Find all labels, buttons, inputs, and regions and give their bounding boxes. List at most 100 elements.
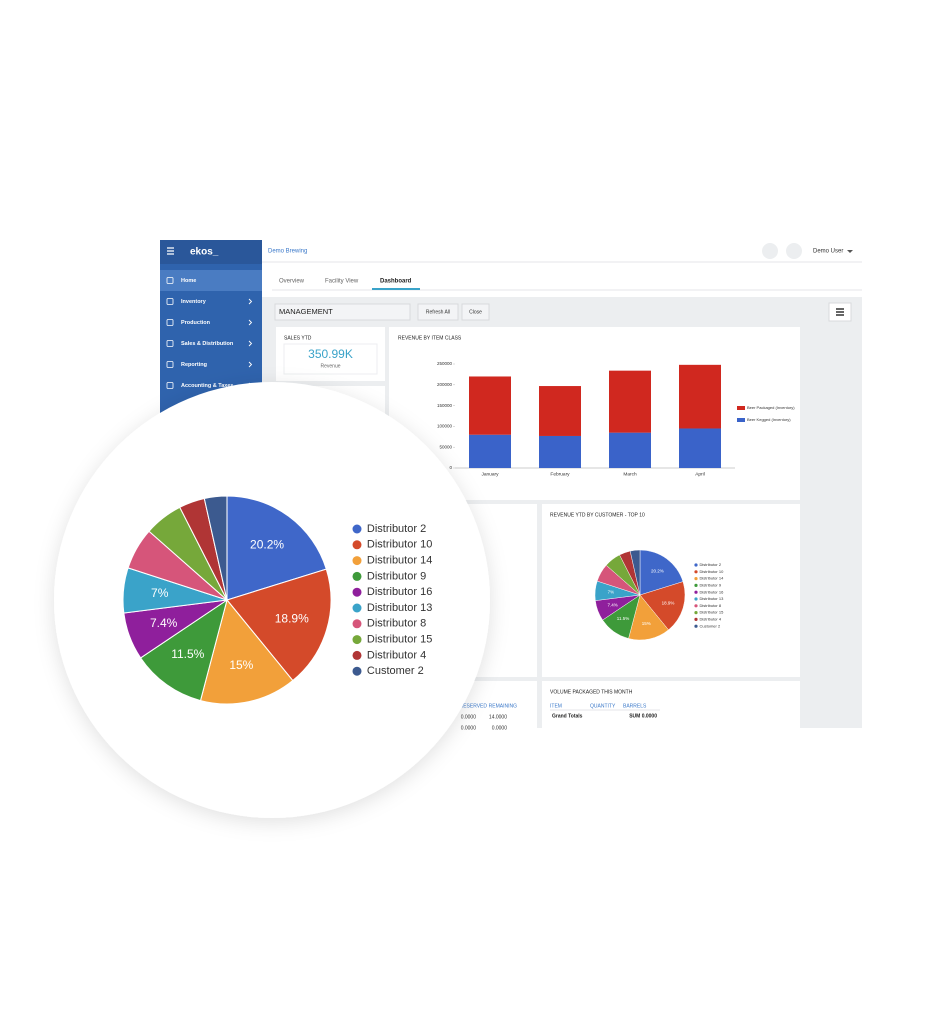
chevron — [248, 298, 253, 305]
button-label[interactable]: Close — [469, 309, 482, 315]
table-cell: SUM 0.0000 — [629, 713, 657, 719]
kpi-value: 350.99K — [308, 347, 353, 361]
card-title: VOLUME PACKAGED THIS MONTH — [550, 689, 633, 695]
refresh-button[interactable] — [417, 303, 459, 321]
y-tick-label: 200000 — [437, 382, 453, 387]
legend-label: Distributor 8 — [700, 603, 722, 608]
menu-item[interactable]: Inventory — [181, 299, 207, 305]
legend-dot — [694, 604, 698, 608]
legend-label: Customer 2 — [700, 623, 721, 628]
table-header: REMAINING — [489, 703, 517, 709]
legend-label: Customer 2 — [367, 665, 424, 677]
menu-item[interactable]: Reporting — [181, 362, 207, 368]
menu-icon — [166, 298, 174, 305]
dashboard-name: MANAGEMENT — [279, 307, 333, 316]
slice-label: 15% — [642, 621, 651, 626]
legend-dot — [352, 603, 362, 613]
menu-item[interactable]: Accounting & Taxes — [181, 383, 233, 389]
table-header: ITEM — [550, 703, 562, 709]
bar-segment — [679, 428, 721, 468]
legend-label: Distributor 13 — [700, 596, 725, 601]
close-button[interactable] — [461, 303, 490, 321]
table-header: QUANTITY — [590, 703, 616, 709]
legend-label: Distributor 15 — [367, 634, 432, 646]
table-cell: 0.0000 — [461, 714, 477, 720]
menu-icon[interactable] — [167, 247, 174, 255]
legend-label: Distributor 9 — [700, 582, 722, 587]
bar-segment — [609, 432, 651, 468]
menu-item[interactable]: Production — [181, 320, 211, 326]
slice-label: 7% — [151, 586, 169, 600]
legend-label: Distributor 2 — [700, 562, 722, 567]
legend-swatch — [737, 418, 745, 422]
apps-button[interactable] — [762, 243, 778, 259]
history-button[interactable] — [786, 243, 802, 259]
slice-label: 15% — [229, 658, 253, 672]
legend-label: Distributor 10 — [700, 569, 725, 574]
chevron — [248, 340, 253, 347]
table-cell: 0.0000 — [461, 725, 477, 731]
legend-dot — [694, 590, 698, 594]
pie-slice — [639, 549, 684, 596]
x-tick-label: January — [481, 471, 499, 477]
y-tick-label: 100000 — [437, 424, 453, 429]
legend-dot — [352, 619, 362, 629]
chevron — [248, 319, 253, 326]
breadcrumb: Demo Brewing — [268, 249, 307, 255]
legend-label: Distributor 16 — [700, 589, 725, 594]
legend-dot — [352, 571, 362, 581]
legend-label: Distributor 2 — [367, 523, 426, 535]
menu-icon — [166, 382, 174, 389]
legend-label: Distributor 15 — [700, 610, 725, 615]
button-label[interactable]: Refresh All — [426, 309, 450, 315]
bar-segment — [679, 364, 721, 429]
x-tick-label: February — [550, 471, 570, 477]
pie-slice — [203, 495, 228, 601]
slice-label: 20.2% — [651, 569, 664, 574]
legend-label: Distributor 14 — [367, 555, 432, 567]
table-header: BARRELS — [623, 703, 647, 709]
legend-dot — [694, 577, 698, 581]
bar-segment — [609, 370, 651, 433]
legend-label: Beer Kegged (Inventory) — [747, 417, 791, 422]
y-tick-label: 250000 — [437, 361, 453, 366]
slice-label: 20.2% — [250, 538, 284, 552]
slice-label: 18.9% — [275, 612, 309, 626]
legend-swatch — [737, 406, 745, 410]
bar-segment — [539, 386, 581, 436]
pie-slice — [226, 495, 327, 601]
legend-dot — [694, 617, 698, 622]
table-header: RESERVED — [460, 703, 488, 709]
dashboard-select[interactable] — [274, 303, 411, 321]
legend-dot — [352, 635, 362, 645]
tab[interactable]: Facility View — [325, 279, 359, 285]
bar-segment — [539, 435, 581, 468]
y-tick-label: 50000 — [439, 444, 452, 449]
pie-slice — [639, 581, 686, 631]
menu-item[interactable]: Home — [181, 278, 196, 284]
tab[interactable]: Overview — [279, 279, 305, 285]
menu-item[interactable]: Sales & Distribution — [181, 341, 234, 347]
legend-dot — [352, 540, 362, 550]
legend-label: Distributor 8 — [367, 618, 426, 630]
menu-icon — [166, 340, 174, 347]
tab[interactable]: Dashboard — [380, 279, 412, 285]
y-tick-label: 0 — [449, 465, 452, 470]
slice-label: 7.4% — [150, 616, 178, 630]
legend-dot — [352, 650, 362, 660]
legend-dot — [352, 587, 362, 597]
slice-label: 7% — [608, 589, 615, 594]
pie-slice — [199, 598, 294, 705]
slice-label: 11.5% — [171, 647, 204, 661]
pie-slice — [226, 568, 332, 682]
legend-label: Distributor 14 — [700, 576, 725, 581]
legend-label: Distributor 9 — [367, 570, 426, 582]
active-item — [160, 270, 262, 291]
legend-dot — [694, 624, 698, 628]
legend-dot — [352, 556, 362, 566]
y-tick-label: 150000 — [437, 403, 453, 408]
legend-dot — [694, 611, 698, 615]
slice-label: 7.4% — [607, 602, 617, 607]
x-tick-label: March — [623, 471, 637, 477]
